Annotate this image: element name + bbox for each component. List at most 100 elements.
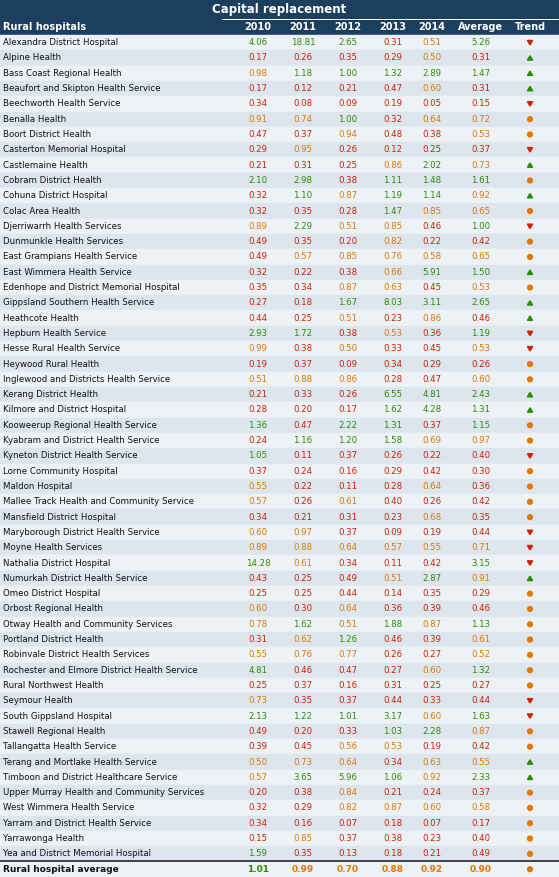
Text: 0.32: 0.32 [248,206,268,216]
Text: 0.27: 0.27 [471,681,491,690]
Text: 2.43: 2.43 [471,390,491,399]
Text: 0.55: 0.55 [248,651,268,660]
Text: 0.16: 0.16 [338,681,358,690]
Text: Gippsland Southern Health Service: Gippsland Southern Health Service [3,298,154,307]
Text: 0.11: 0.11 [383,559,402,567]
Text: 0.88: 0.88 [382,865,404,873]
Text: 2.65: 2.65 [471,298,491,307]
Text: 0.92: 0.92 [423,773,442,781]
Bar [0,816,559,831]
Text: 0.57: 0.57 [293,253,312,261]
Text: 1.00: 1.00 [338,115,358,124]
Text: 0.24: 0.24 [293,467,312,475]
Text: 0.21: 0.21 [248,160,268,169]
Text: 0.49: 0.49 [249,237,268,246]
Bar [0,555,559,571]
Bar [0,754,559,770]
Text: 0.09: 0.09 [339,360,358,368]
Circle shape [528,178,532,182]
Text: 0.26: 0.26 [293,497,312,506]
Text: 0.09: 0.09 [383,528,402,537]
Bar [0,448,559,464]
Text: 0.32: 0.32 [248,803,268,812]
Text: 1.03: 1.03 [383,727,402,736]
Text: 0.34: 0.34 [248,513,268,522]
Circle shape [528,377,532,381]
Polygon shape [527,102,533,106]
Text: 0.53: 0.53 [471,130,491,139]
Text: 5.26: 5.26 [471,39,491,47]
Text: 1.50: 1.50 [471,267,491,277]
Bar [0,203,559,218]
Polygon shape [527,316,533,320]
Text: 0.33: 0.33 [423,696,442,705]
Text: 0.42: 0.42 [471,497,491,506]
Text: 0.25: 0.25 [248,589,268,598]
Text: 0.38: 0.38 [383,834,402,843]
Circle shape [528,638,532,642]
Bar [0,280,559,296]
Bar [0,173,559,188]
Bar [0,218,559,234]
Text: 0.27: 0.27 [383,666,402,674]
Text: 0.28: 0.28 [383,374,402,384]
Text: 1.62: 1.62 [383,405,402,415]
Text: 1.19: 1.19 [383,191,402,200]
Text: 0.60: 0.60 [423,666,442,674]
Text: 2011: 2011 [290,22,316,32]
Circle shape [528,515,532,519]
Text: 0.87: 0.87 [338,283,358,292]
Text: Kyabram and District Health Service: Kyabram and District Health Service [3,436,159,446]
Text: 0.29: 0.29 [471,589,490,598]
Text: 0.51: 0.51 [338,314,358,323]
Text: 0.37: 0.37 [471,146,491,154]
Text: 2.29: 2.29 [293,222,312,231]
Polygon shape [527,332,533,336]
Text: 0.85: 0.85 [383,222,402,231]
Text: 0.76: 0.76 [293,651,312,660]
Text: 1.19: 1.19 [471,329,490,338]
Polygon shape [527,408,533,412]
Text: 0.87: 0.87 [338,191,358,200]
Text: 0.19: 0.19 [249,360,268,368]
Text: 0.07: 0.07 [423,819,442,828]
Bar [0,372,559,387]
Text: Heywood Rural Health: Heywood Rural Health [3,360,99,368]
Bar [0,524,559,540]
Text: 0.20: 0.20 [293,405,312,415]
Text: 0.27: 0.27 [423,651,442,660]
Polygon shape [527,775,533,780]
Text: 1.10: 1.10 [293,191,312,200]
Text: 0.72: 0.72 [471,115,491,124]
Polygon shape [527,86,533,90]
Text: 0.40: 0.40 [471,452,491,460]
Bar [0,801,559,816]
Text: 0.70: 0.70 [337,865,359,873]
Text: Yarrawonga Health: Yarrawonga Health [3,834,84,843]
Polygon shape [527,759,533,764]
Text: 0.29: 0.29 [383,53,402,62]
Circle shape [528,852,532,856]
Text: 0.07: 0.07 [338,819,358,828]
Text: 0.47: 0.47 [293,421,312,430]
Bar [0,356,559,372]
Text: 2010: 2010 [244,22,272,32]
Text: 0.63: 0.63 [383,283,402,292]
Text: 0.37: 0.37 [293,130,312,139]
Text: 0.26: 0.26 [293,53,312,62]
Text: 0.47: 0.47 [383,84,402,93]
Text: 0.32: 0.32 [248,267,268,277]
Polygon shape [527,576,533,581]
Text: 0.35: 0.35 [293,237,312,246]
Circle shape [528,683,532,688]
Text: Tallangatta Health Service: Tallangatta Health Service [3,742,116,752]
Text: 0.35: 0.35 [248,283,268,292]
Text: 0.46: 0.46 [293,666,312,674]
Text: 0.11: 0.11 [293,452,312,460]
Text: Colac Area Health: Colac Area Health [3,206,80,216]
Bar [0,249,559,265]
Text: 1.16: 1.16 [293,436,312,446]
Text: 18.81: 18.81 [291,39,315,47]
Text: Alexandra District Hospital: Alexandra District Hospital [3,39,118,47]
Text: 0.30: 0.30 [293,604,312,613]
